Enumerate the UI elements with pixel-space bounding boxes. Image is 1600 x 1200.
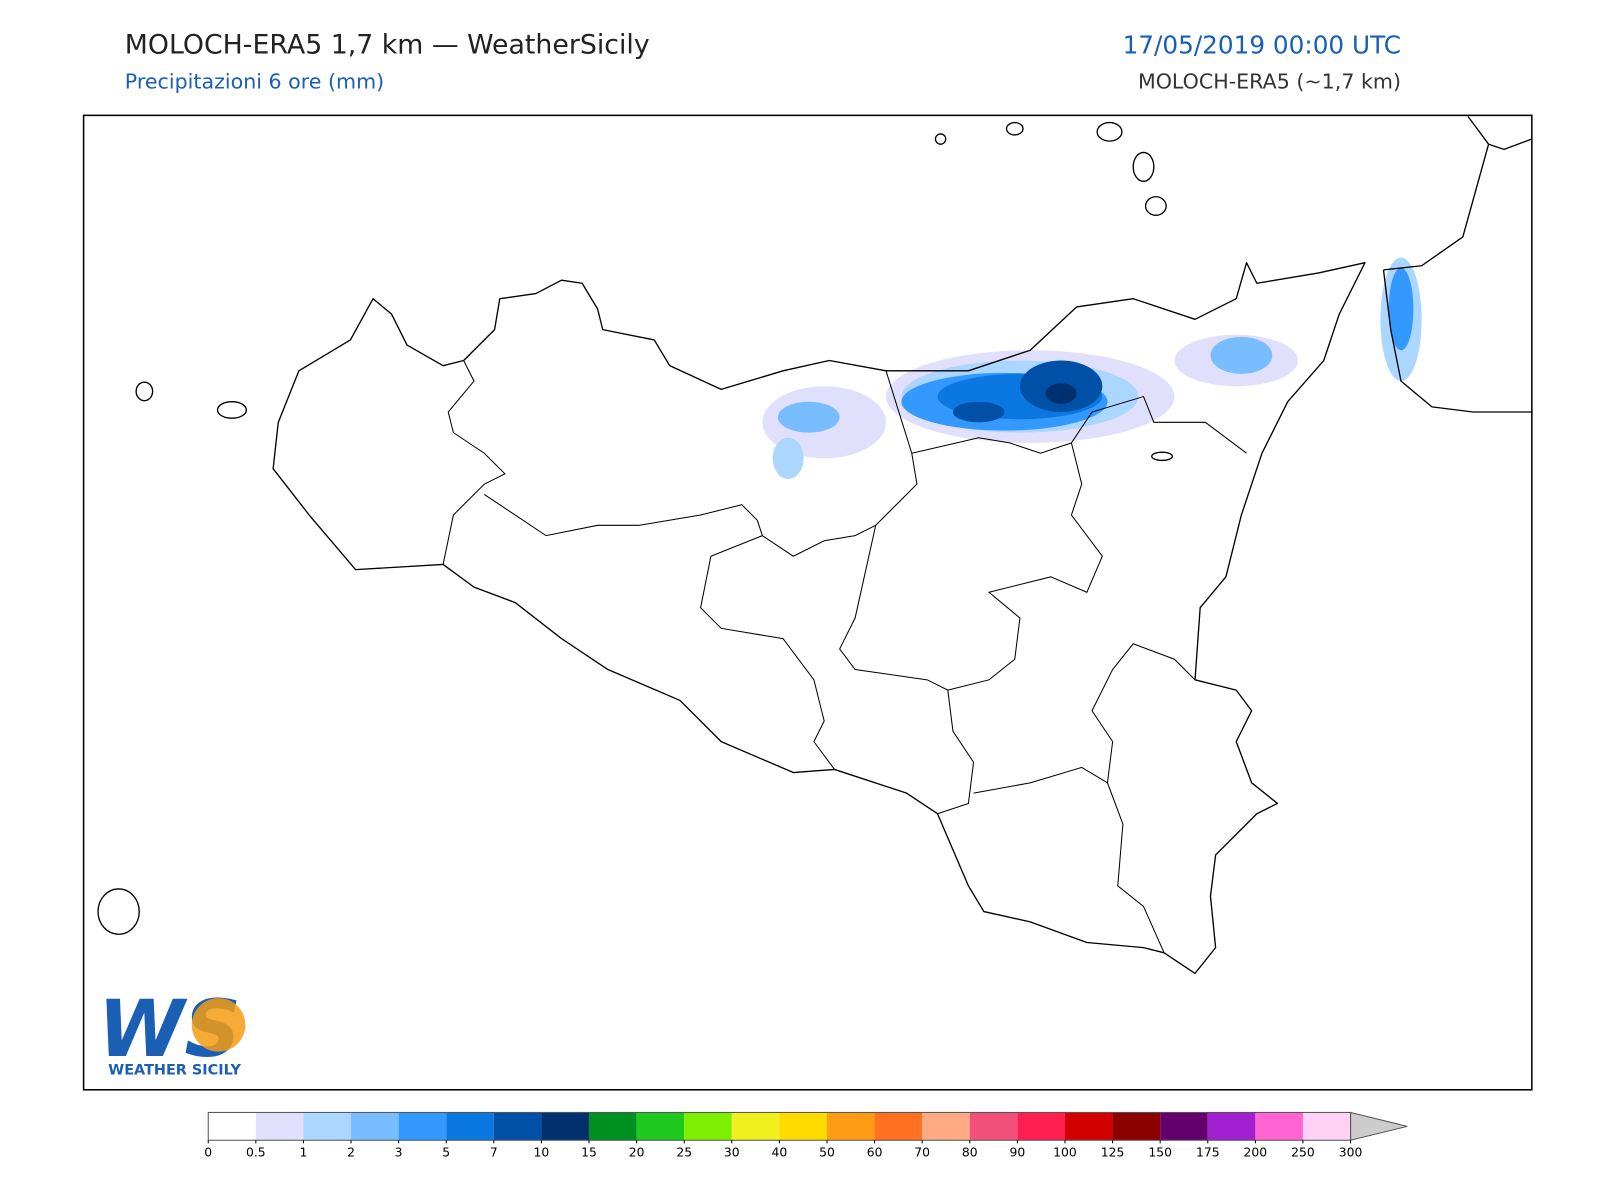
title: MOLOCH-ERA5 1,7 km — WeatherSicily [125, 30, 650, 61]
precipitation [762, 257, 1422, 479]
colorbar-segment [493, 1112, 542, 1141]
colorbar-tick-label: 90 [1010, 1146, 1026, 1160]
colorbar-segment [779, 1112, 827, 1141]
colorbar-segment [684, 1112, 732, 1141]
colorbar-segment [446, 1112, 494, 1141]
subtitle: Precipitazioni 6 ore (mm) [125, 70, 384, 94]
colorbar-tick-label: 0.5 [246, 1146, 266, 1160]
colorbar-tick-label: 20 [629, 1146, 645, 1160]
map: WS WEATHER SICILY [82, 114, 1533, 1091]
islands [97, 121, 1174, 935]
colorbar-segment [303, 1112, 352, 1141]
colorbar-segment [255, 1112, 304, 1141]
logo: WS WEATHER SICILY [98, 984, 246, 1078]
logo-name: WEATHER SICILY [108, 1062, 241, 1078]
colorbar-segment [589, 1112, 637, 1141]
colorbar-tick-label: 200 [1244, 1146, 1268, 1160]
colorbar-tick-label: 150 [1148, 1146, 1172, 1160]
colorbar-tick-label: 15 [581, 1146, 597, 1160]
colorbar-segment [541, 1112, 590, 1141]
colorbar-segment [1160, 1112, 1208, 1141]
colorbar-segment [874, 1112, 923, 1141]
colorbar-segment [1017, 1112, 1065, 1141]
colorbar-segment [398, 1112, 447, 1141]
colorbar-segment [1302, 1112, 1351, 1141]
calabria-coast [1382, 115, 1533, 413]
model: MOLOCH-ERA5 (~1,7 km) [1138, 70, 1401, 94]
colorbar-tick-label: 40 [772, 1146, 788, 1160]
colorbar-tick-label: 3 [395, 1146, 403, 1160]
colorbar-tick-label: 100 [1053, 1146, 1077, 1160]
colorbar-segment [351, 1112, 399, 1141]
colorbar-tick-label: 25 [676, 1146, 692, 1160]
colorbar-tick-label: 1 [299, 1146, 307, 1160]
colorbar-extension [1350, 1111, 1408, 1141]
province-borders [442, 360, 1247, 953]
colorbar-segment [1112, 1112, 1161, 1141]
colorbar: 0 0.5 1 2 3 5 7 10 15 20 25 30 40 50 60 70 80 90 100 125 150… [204, 1111, 1408, 1160]
colorbar-tick-label: 60 [867, 1146, 883, 1160]
colorbar-segment [208, 1112, 256, 1141]
colorbar-tick-label: 10 [534, 1146, 550, 1160]
colorbar-tick-label: 0 [204, 1146, 212, 1160]
colorbar-tick-label: 125 [1101, 1146, 1125, 1160]
colorbar-tick-label: 80 [962, 1146, 978, 1160]
colorbar-segment [922, 1112, 970, 1141]
colorbar-tick-label: 70 [914, 1146, 930, 1160]
map-frame [82, 114, 1533, 1091]
colorbar-tick-label: 175 [1196, 1146, 1220, 1160]
colorbar-tick-label: 2 [347, 1146, 355, 1160]
colorbar-tick-label: 50 [819, 1146, 835, 1160]
colorbar-tick-label: 5 [442, 1146, 450, 1160]
colorbar-segment [731, 1112, 780, 1141]
colorbar-tick-label: 7 [490, 1146, 498, 1160]
colorbar-segment [826, 1112, 875, 1141]
colorbar-segment [636, 1112, 685, 1141]
colorbar-segment [1255, 1112, 1303, 1141]
colorbar-segment [1207, 1112, 1256, 1141]
colorbar-tick-label: 30 [724, 1146, 740, 1160]
colorbar-tick-label: 250 [1291, 1146, 1315, 1160]
sicily-coast [272, 261, 1366, 975]
colorbar-segment [1064, 1112, 1113, 1141]
colorbar-tick-label: 300 [1339, 1146, 1363, 1160]
colorbar-segment [969, 1112, 1018, 1141]
date: 17/05/2019 00:00 UTC [1123, 31, 1401, 60]
